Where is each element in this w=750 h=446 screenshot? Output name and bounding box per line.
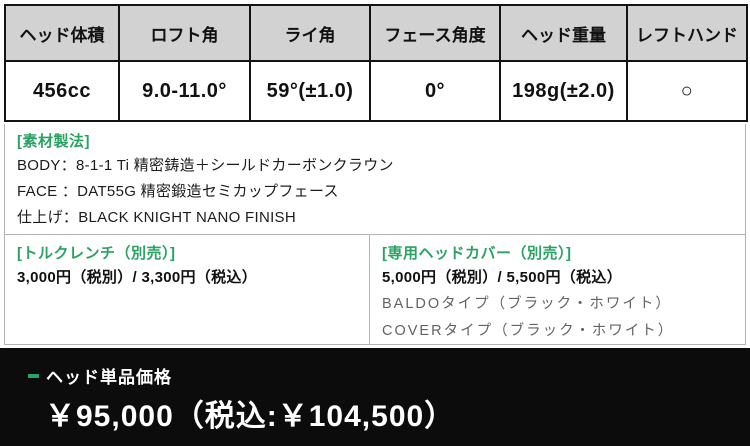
head-cover-variant-cover: COVERタイプ（ブラック・ホワイト） — [382, 323, 675, 339]
header-loft-angle: ロフト角 — [118, 4, 251, 62]
head-cover-section: [専用ヘッドカバー（別売）] 5,000円（税別）/ 5,500円（税込） BA… — [369, 235, 745, 345]
torque-wrench-section: [トルクレンチ（別売）] 3,000円（税別）/ 3,300円（税込） — [5, 235, 369, 345]
material-line-body: BODY：8-1-1 Ti 精密鋳造＋シールドカーボンクラウン — [17, 157, 394, 174]
header-head-volume: ヘッド体積 — [4, 4, 120, 62]
torque-wrench-title: [トルクレンチ（別売）] — [17, 245, 176, 262]
material-title: [素材製法] — [17, 133, 90, 150]
options-row: [トルクレンチ（別売）] 3,000円（税別）/ 3,300円（税込） [専用ヘ… — [4, 234, 746, 345]
header-lie-angle: ライ角 — [249, 4, 371, 62]
value-lie-angle: 59°(±1.0) — [249, 60, 371, 122]
value-loft-angle: 9.0-11.0° — [118, 60, 251, 122]
header-face-angle: フェース角度 — [369, 4, 501, 62]
price-banner: ヘッド単品価格 ￥95,000（税込:￥104,500） — [0, 348, 750, 446]
material-section: [素材製法] BODY：8-1-1 Ti 精密鋳造＋シールドカーボンクラウン F… — [4, 124, 746, 234]
green-dash-icon — [28, 373, 39, 378]
value-head-weight: 198g(±2.0) — [499, 60, 628, 122]
material-line-finish: 仕上げ：BLACK KNIGHT NANO FINISH — [17, 209, 296, 226]
value-head-volume: 456cc — [4, 60, 120, 122]
head-cover-variant-baldo: BALDOタイプ（ブラック・ホワイト） — [382, 296, 672, 312]
torque-wrench-price: 3,000円（税別）/ 3,300円（税込） — [17, 269, 258, 286]
price-banner-value: ￥95,000（税込:￥104,500） — [45, 400, 456, 433]
material-line-face: FACE ：DAT55G 精密鍛造セミカップフェース — [17, 183, 339, 200]
header-left-hand: レフトハンド — [626, 4, 748, 62]
head-cover-title: [専用ヘッドカバー（別売）] — [382, 245, 572, 262]
spec-header-row: ヘッド体積 ロフト角 ライ角 フェース角度 ヘッド重量 レフトハンド — [4, 4, 748, 62]
value-face-angle: 0° — [369, 60, 501, 122]
spec-value-row: 456cc 9.0-11.0° 59°(±1.0) 0° 198g(±2.0) … — [4, 60, 748, 122]
header-head-weight: ヘッド重量 — [499, 4, 628, 62]
price-banner-label-row: ヘッド単品価格 — [28, 363, 750, 388]
left-hand-circle-icon: ○ — [626, 60, 748, 122]
spec-table: ヘッド体積 ロフト角 ライ角 フェース角度 ヘッド重量 レフトハンド 456cc… — [4, 4, 748, 122]
head-cover-price: 5,000円（税別）/ 5,500円（税込） — [382, 269, 623, 286]
price-banner-label: ヘッド単品価格 — [46, 368, 172, 387]
